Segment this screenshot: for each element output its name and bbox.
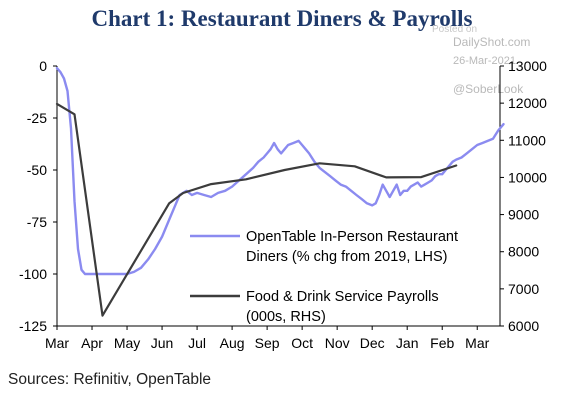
x-tick-label: Jan <box>396 335 419 351</box>
legend-label-1-line1: OpenTable In-Person Restaurant <box>246 229 458 245</box>
source-note: Sources: Refinitiv, OpenTable <box>8 371 212 388</box>
left-tick-label: -100 <box>19 266 47 282</box>
x-tick-label: Aug <box>220 335 245 351</box>
right-tick-label: 10000 <box>508 169 547 185</box>
payrolls-series-line <box>55 102 458 317</box>
right-tick-label: 6000 <box>508 318 539 334</box>
x-tick-label: Apr <box>81 335 103 351</box>
legend-label-1-line2: Diners (% chg from 2019, LHS) <box>246 249 447 265</box>
left-tick-label: -125 <box>19 318 47 334</box>
watermark-date: 26-Mar-2021 <box>453 55 516 67</box>
x-tick-label: Mar <box>465 335 489 351</box>
x-tick-label: Dec <box>360 335 385 351</box>
x-tick-label: Sep <box>255 335 280 351</box>
legend-label-2-line2: (000s, RHS) <box>246 309 326 325</box>
x-tick-label: Nov <box>325 335 350 351</box>
left-tick-label: -75 <box>27 214 47 230</box>
left-tick-label: 0 <box>39 58 47 74</box>
right-tick-label: 13000 <box>508 58 547 74</box>
x-tick-label: Jun <box>151 335 174 351</box>
watermark-handle: @SoberLook <box>453 82 524 96</box>
diners-series-line <box>55 66 505 276</box>
x-tick-label: Feb <box>430 335 454 351</box>
x-tick-label: Jul <box>188 335 206 351</box>
right-tick-label: 8000 <box>508 244 539 260</box>
left-tick-label: -50 <box>27 162 47 178</box>
right-tick-label: 12000 <box>508 95 547 111</box>
right-tick-label: 11000 <box>508 132 546 148</box>
x-tick-label: May <box>114 335 140 351</box>
x-tick-label: Oct <box>291 335 313 351</box>
left-tick-label: -25 <box>27 110 47 126</box>
chart-title: Chart 1: Restaurant Diners & Payrolls <box>91 6 473 31</box>
watermark-posted: Posted on <box>432 24 478 35</box>
watermark-site: DailyShot.com <box>453 35 531 49</box>
right-tick-label: 9000 <box>508 207 539 223</box>
right-tick-label: 7000 <box>508 281 539 297</box>
x-tick-label: Mar <box>45 335 69 351</box>
legend-label-2-line1: Food & Drink Service Payrolls <box>246 289 439 305</box>
